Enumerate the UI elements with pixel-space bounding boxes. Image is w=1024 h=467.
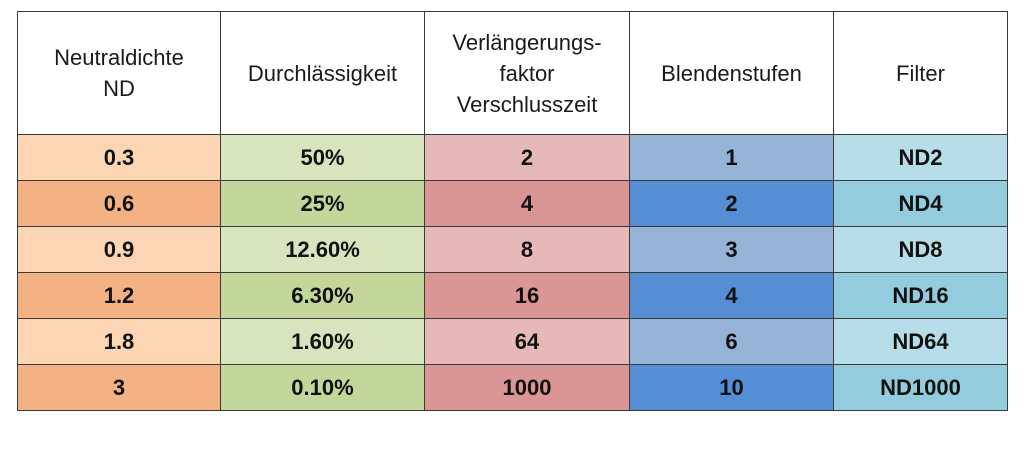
cell-verlaengerungsfaktor: 1000: [424, 364, 630, 411]
cell-verlaengerungsfaktor: 2: [424, 134, 630, 181]
header-line: Verschlusszeit: [456, 91, 598, 117]
cell-blendenstufen: 2: [629, 180, 834, 227]
table-row: 0.3 50% 2 1 ND2: [17, 134, 1008, 181]
cell-verlaengerungsfaktor: 16: [424, 272, 630, 319]
header-line: Filter: [896, 60, 945, 86]
header-verlaengerungsfaktor: Verlängerungs- faktor Verschlusszeit: [424, 11, 630, 135]
cell-durchlaessigkeit: 12.60%: [220, 226, 425, 273]
header-line: faktor: [499, 60, 555, 86]
header-neutraldichte: Neutraldichte ND: [17, 11, 221, 135]
header-line: Blendenstufen: [661, 60, 802, 86]
cell-durchlaessigkeit: 50%: [220, 134, 425, 181]
cell-verlaengerungsfaktor: 4: [424, 180, 630, 227]
cell-filter: ND1000: [833, 364, 1008, 411]
table-row: 1.8 1.60% 64 6 ND64: [17, 318, 1008, 365]
header-blendenstufen: Blendenstufen: [629, 11, 834, 135]
cell-filter: ND2: [833, 134, 1008, 181]
cell-filter: ND4: [833, 180, 1008, 227]
header-line: Verlängerungs-: [452, 29, 602, 55]
table-row: 1.2 6.30% 16 4 ND16: [17, 272, 1008, 319]
cell-neutraldichte: 0.9: [17, 226, 221, 273]
cell-neutraldichte: 1.8: [17, 318, 221, 365]
cell-durchlaessigkeit: 0.10%: [220, 364, 425, 411]
header-durchlaessigkeit: Durchlässigkeit: [220, 11, 425, 135]
cell-blendenstufen: 3: [629, 226, 834, 273]
cell-verlaengerungsfaktor: 8: [424, 226, 630, 273]
cell-blendenstufen: 6: [629, 318, 834, 365]
cell-verlaengerungsfaktor: 64: [424, 318, 630, 365]
table-row: 3 0.10% 1000 10 ND1000: [17, 364, 1008, 411]
cell-filter: ND8: [833, 226, 1008, 273]
cell-neutraldichte: 3: [17, 364, 221, 411]
cell-filter: ND64: [833, 318, 1008, 365]
header-filter: Filter: [833, 11, 1008, 135]
table-row: 0.9 12.60% 8 3 ND8: [17, 226, 1008, 273]
cell-blendenstufen: 1: [629, 134, 834, 181]
cell-neutraldichte: 0.6: [17, 180, 221, 227]
cell-durchlaessigkeit: 1.60%: [220, 318, 425, 365]
table-row: 0.6 25% 4 2 ND4: [17, 180, 1008, 227]
cell-blendenstufen: 10: [629, 364, 834, 411]
cell-durchlaessigkeit: 25%: [220, 180, 425, 227]
cell-neutraldichte: 1.2: [17, 272, 221, 319]
nd-filter-table: Neutraldichte ND Durchlässigkeit Verläng…: [17, 11, 1008, 411]
cell-blendenstufen: 4: [629, 272, 834, 319]
cell-durchlaessigkeit: 6.30%: [220, 272, 425, 319]
header-row: Neutraldichte ND Durchlässigkeit Verläng…: [17, 11, 1008, 135]
cell-filter: ND16: [833, 272, 1008, 319]
header-line: Neutraldichte: [54, 45, 184, 70]
header-line: Durchlässigkeit: [247, 60, 398, 86]
cell-neutraldichte: 0.3: [17, 134, 221, 181]
header-line: ND: [103, 76, 135, 101]
